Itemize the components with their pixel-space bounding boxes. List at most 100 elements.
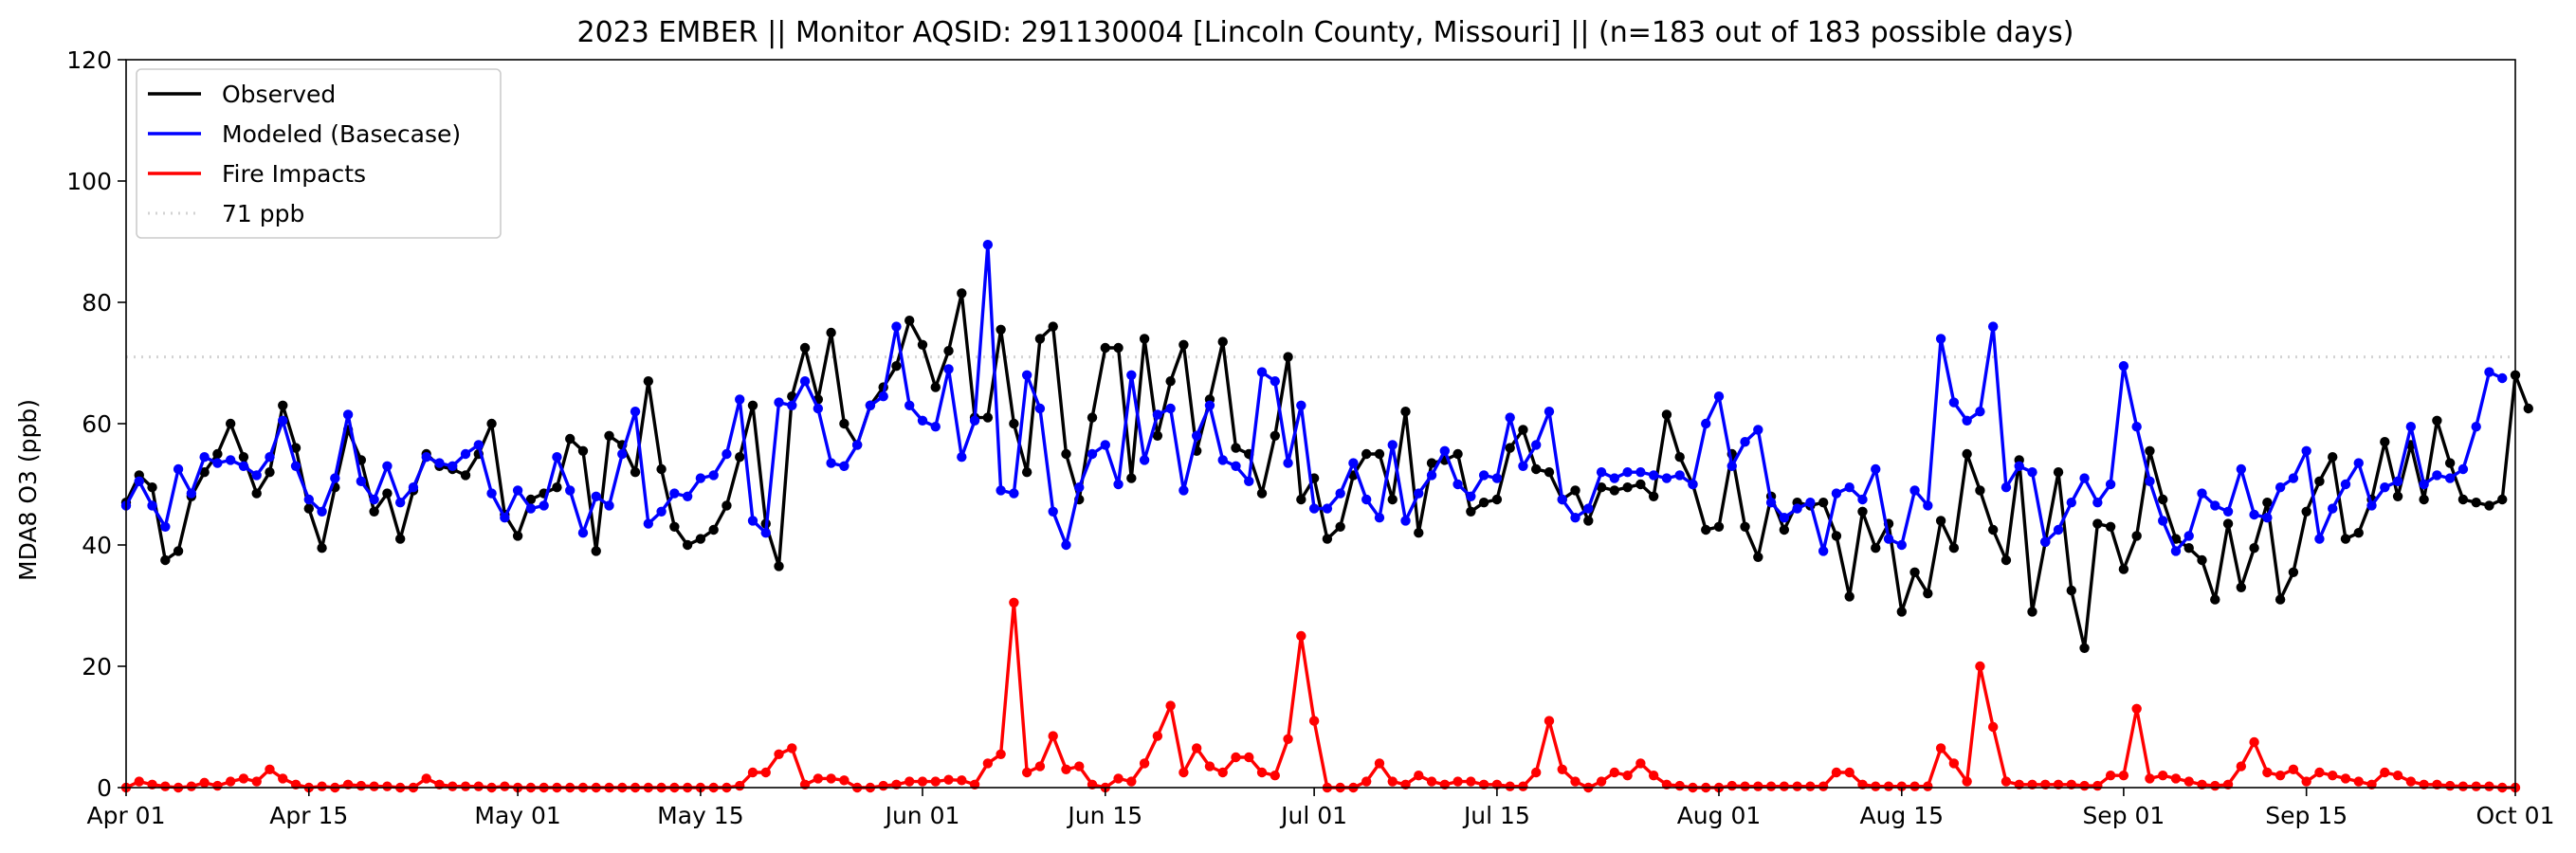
data-point-fire-impacts — [760, 767, 771, 778]
data-point-fire-impacts — [1544, 716, 1555, 726]
series-observed — [120, 288, 2533, 653]
data-point-modeled-basecase — [2444, 473, 2456, 483]
data-point-modeled-basecase — [565, 485, 575, 496]
data-point-fire-impacts — [1231, 752, 1241, 763]
data-point-observed — [1609, 485, 1620, 496]
data-point-observed — [1661, 409, 1672, 420]
data-point-fire-impacts — [1740, 781, 1750, 791]
data-point-modeled-basecase — [1361, 494, 1372, 505]
data-point-modeled-basecase — [147, 500, 157, 511]
data-point-fire-impacts — [460, 781, 471, 791]
x-tick-label: Apr 15 — [269, 802, 348, 829]
data-point-fire-impacts — [1505, 781, 1515, 791]
data-point-observed — [2380, 437, 2390, 447]
data-point-observed — [2079, 643, 2090, 653]
data-point-modeled-basecase — [2197, 488, 2207, 499]
data-point-observed — [1466, 506, 1476, 517]
data-point-observed — [695, 534, 706, 544]
data-point-fire-impacts — [1139, 758, 1150, 769]
data-point-modeled-basecase — [1439, 445, 1451, 456]
data-point-fire-impacts — [2405, 776, 2417, 787]
data-point-observed — [1622, 482, 1633, 493]
data-point-modeled-basecase — [394, 498, 406, 508]
data-point-fire-impacts — [2314, 767, 2325, 778]
data-point-observed — [1648, 491, 1659, 501]
data-point-fire-impacts — [1962, 776, 1972, 787]
data-point-modeled-basecase — [1896, 539, 1907, 551]
data-point-observed — [199, 467, 210, 478]
data-point-modeled-basecase — [330, 473, 340, 483]
data-point-fire-impacts — [2353, 776, 2364, 787]
data-point-modeled-basecase — [1818, 546, 1829, 556]
x-tick-label: Sep 15 — [2265, 802, 2348, 829]
data-point-modeled-basecase — [1935, 334, 1946, 344]
data-point-observed — [774, 561, 784, 572]
data-point-fire-impacts — [2131, 703, 2142, 714]
data-point-fire-impacts — [1113, 773, 1124, 784]
data-point-observed — [1923, 589, 1933, 599]
data-point-modeled-basecase — [2353, 458, 2364, 468]
data-point-fire-impacts — [2145, 773, 2155, 784]
data-point-fire-impacts — [2236, 761, 2247, 771]
data-point-observed — [2118, 564, 2129, 574]
data-point-fire-impacts — [2275, 771, 2286, 781]
data-point-fire-impacts — [2210, 780, 2220, 791]
data-point-fire-impacts — [1570, 776, 1580, 787]
data-point-modeled-basecase — [1270, 376, 1281, 387]
data-point-fire-impacts — [1074, 761, 1085, 771]
data-point-modeled-basecase — [577, 528, 589, 538]
data-point-modeled-basecase — [643, 518, 654, 529]
data-point-observed — [917, 339, 928, 350]
data-point-fire-impacts — [2118, 771, 2129, 781]
data-point-observed — [839, 418, 850, 429]
data-point-modeled-basecase — [186, 488, 197, 499]
data-point-modeled-basecase — [1296, 400, 1306, 410]
data-point-modeled-basecase — [512, 485, 523, 496]
data-point-fire-impacts — [2170, 773, 2182, 784]
data-point-fire-impacts — [199, 777, 210, 789]
data-point-observed — [2340, 534, 2351, 544]
data-point-modeled-basecase — [682, 491, 693, 501]
data-point-fire-impacts — [917, 776, 928, 787]
data-point-observed — [2444, 458, 2456, 468]
data-point-modeled-basecase — [1518, 461, 1528, 471]
data-point-observed — [2353, 528, 2364, 538]
data-point-modeled-basecase — [2457, 463, 2469, 475]
data-point-fire-impacts — [2328, 771, 2338, 781]
data-point-modeled-basecase — [160, 521, 171, 532]
data-point-modeled-basecase — [1505, 412, 1515, 423]
data-point-observed — [2314, 476, 2325, 486]
data-point-modeled-basecase — [2145, 476, 2155, 486]
data-point-modeled-basecase — [2040, 536, 2051, 547]
data-point-fire-impacts — [2380, 767, 2390, 778]
data-point-modeled-basecase — [486, 488, 497, 499]
data-point-fire-impacts — [1557, 764, 1567, 774]
data-point-observed — [2210, 594, 2220, 605]
data-point-fire-impacts — [1883, 781, 1894, 791]
data-point-observed — [486, 418, 497, 429]
data-point-modeled-basecase — [747, 516, 758, 526]
data-point-modeled-basecase — [382, 461, 393, 471]
data-point-fire-impacts — [1414, 771, 1424, 781]
data-point-fire-impacts — [1635, 758, 1646, 769]
data-point-modeled-basecase — [1466, 491, 1476, 501]
data-point-fire-impacts — [2183, 776, 2194, 787]
data-point-fire-impacts — [1256, 767, 1268, 778]
data-point-modeled-basecase — [1231, 461, 1241, 471]
data-point-observed — [1635, 479, 1646, 490]
data-point-fire-impacts — [878, 780, 888, 791]
data-point-modeled-basecase — [2314, 534, 2325, 544]
data-point-fire-impacts — [1844, 767, 1854, 778]
data-point-observed — [394, 534, 406, 544]
data-point-modeled-basecase — [1100, 440, 1110, 450]
data-point-modeled-basecase — [1113, 479, 1124, 490]
data-point-observed — [1844, 591, 1854, 602]
data-point-fire-impacts — [251, 776, 262, 787]
data-point-modeled-basecase — [2131, 422, 2142, 432]
data-point-modeled-basecase — [2288, 473, 2299, 483]
data-point-fire-impacts — [1426, 776, 1437, 787]
data-point-observed — [735, 452, 745, 463]
data-point-modeled-basecase — [2432, 470, 2442, 481]
data-point-modeled-basecase — [1570, 513, 1580, 523]
data-point-observed — [2249, 543, 2259, 554]
